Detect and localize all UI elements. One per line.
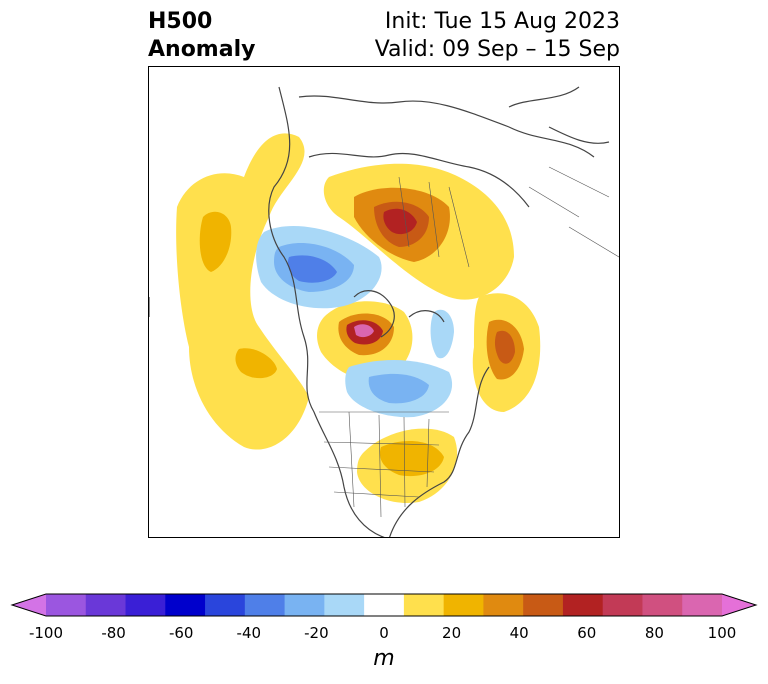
colorbar-cell	[523, 594, 564, 616]
colorbar-tick-label: 60	[577, 624, 597, 642]
title-line-2: Anomaly	[148, 37, 256, 62]
colorbar-cell	[682, 594, 723, 616]
colorbar-tick-label: -20	[304, 624, 329, 642]
colorbar-cell	[403, 594, 445, 616]
colorbar-cell	[483, 594, 524, 616]
anomaly-map	[148, 66, 620, 538]
valid-range: Valid: 09 Sep – 15 Sep	[374, 37, 620, 62]
colorbar-cell	[205, 594, 246, 616]
colorbar-cell	[125, 594, 166, 616]
colorbar-unit: m	[373, 646, 395, 671]
map-borders	[319, 166, 619, 518]
colorbar-cell	[244, 594, 286, 616]
colorbar-cell	[85, 594, 127, 616]
colorbar-extend-high	[722, 594, 756, 616]
colorbar-outline	[10, 593, 758, 617]
colorbar-cell	[46, 594, 87, 616]
positive-anomaly-regions	[176, 133, 541, 503]
negative-anomaly-regions	[256, 226, 454, 418]
colorbar-cell	[324, 594, 365, 616]
colorbar-cell	[443, 594, 484, 616]
map-dates: Init: Tue 15 Aug 2023 Valid: 09 Sep – 15…	[375, 8, 620, 64]
colorbar-extend-low	[12, 594, 46, 616]
colorbar-cell	[284, 594, 325, 616]
init-date: Init: Tue 15 Aug 2023	[384, 9, 620, 34]
title-line-1: H500	[148, 9, 213, 34]
colorbar-cell	[165, 594, 206, 616]
colorbar-tick-label: -100	[28, 624, 64, 642]
colorbar-cells	[10, 593, 758, 617]
colorbar-tick-label: -80	[101, 624, 126, 642]
map-coastlines	[149, 86, 610, 537]
colorbar-cell	[642, 594, 683, 616]
colorbar-tick-label: -60	[168, 624, 194, 642]
map-title: H500 Anomaly	[148, 8, 255, 64]
colorbar-tick-label: -40	[236, 624, 262, 642]
colorbar-cell	[364, 594, 405, 616]
colorbar-tick-label: 100	[707, 624, 737, 642]
map-svg	[149, 86, 619, 537]
colorbar-cell	[562, 594, 604, 616]
colorbar-tick-label: 20	[442, 624, 462, 642]
colorbar	[10, 593, 758, 617]
colorbar-tick-label: 0	[379, 624, 389, 642]
colorbar-cell	[602, 594, 643, 616]
colorbar-tick-label: 40	[509, 624, 529, 642]
colorbar-tick-label: 80	[644, 624, 664, 642]
